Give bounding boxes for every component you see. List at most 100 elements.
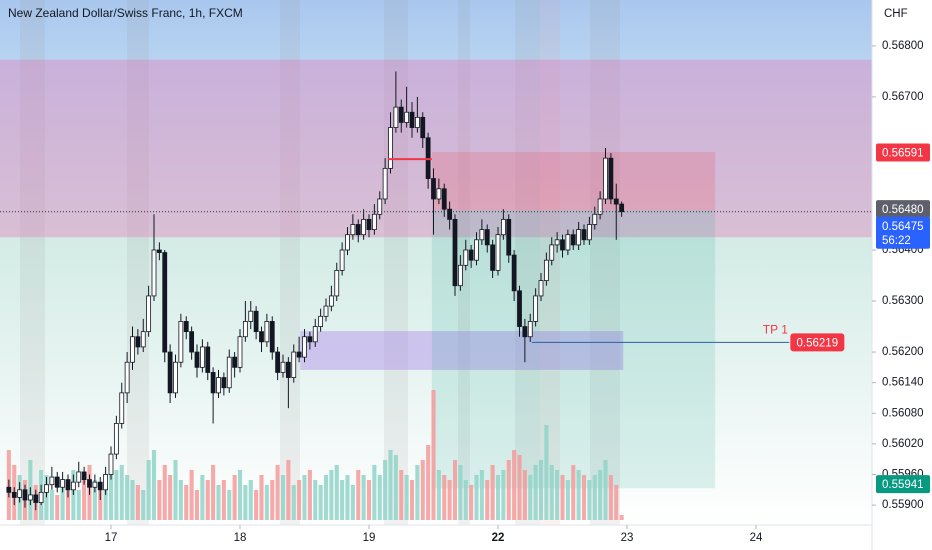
volume-bar [399, 470, 404, 520]
y-tick-label: 0.56020 [882, 438, 924, 450]
candle-body [436, 188, 442, 200]
price-label-box [876, 475, 930, 494]
volume-bar [490, 465, 495, 520]
candle-body [259, 331, 264, 343]
volume-bar [184, 485, 189, 520]
candle-body [484, 229, 490, 246]
candle-body [447, 208, 453, 220]
candle-body [377, 198, 383, 215]
volume-bar [227, 490, 232, 520]
volume-bar [512, 450, 517, 520]
candle-body [194, 351, 200, 368]
candle-body [355, 224, 361, 236]
volume-bar [146, 460, 151, 520]
volume-bar [372, 465, 377, 520]
volume-bar [426, 445, 431, 520]
candle-body [97, 481, 103, 491]
candle-body [248, 310, 254, 322]
x-tick-label: 19 [363, 532, 376, 544]
volume-bar [103, 475, 108, 520]
volume-bar [232, 475, 237, 520]
tp-value: 0.56219 [797, 337, 839, 349]
candle-body [302, 336, 307, 358]
volume-bar [356, 470, 361, 520]
volume-bar [157, 480, 162, 520]
volume-bar [598, 470, 603, 520]
candle-body [70, 481, 76, 491]
zone [431, 152, 716, 211]
volume-bar [420, 460, 425, 520]
candle-body [264, 321, 270, 343]
x-tick-label: 17 [105, 532, 118, 544]
volume-bar [307, 470, 312, 520]
candle-body [441, 188, 447, 210]
volume-bar [463, 480, 468, 520]
candle-body [124, 361, 130, 394]
volume-bar [275, 465, 280, 520]
volume-bar [92, 480, 97, 520]
candle-body [404, 111, 410, 123]
y-tick-label: 0.56140 [882, 377, 924, 389]
candle-body [350, 224, 356, 236]
volume-bar [334, 465, 339, 520]
candle-body [527, 321, 533, 338]
candle-body [517, 290, 522, 327]
zone [300, 331, 624, 370]
candle-body [586, 224, 592, 241]
candle-body [285, 361, 291, 378]
volume-bar [119, 465, 124, 520]
candle-body [328, 295, 334, 307]
x-tick-label: 18 [234, 532, 247, 544]
volume-bar [168, 475, 173, 520]
volume-bar [323, 475, 329, 520]
candle-body [334, 270, 340, 297]
candles [6, 71, 625, 511]
volume-bar [409, 480, 415, 520]
candle-body [511, 254, 517, 292]
candle-body [457, 264, 463, 287]
volume-bar [211, 465, 216, 520]
candle-body [522, 326, 528, 338]
candle-body [199, 346, 205, 368]
candle-body [366, 218, 372, 230]
candle-body [226, 356, 232, 389]
candle-body [92, 481, 98, 488]
candle-body [178, 321, 184, 363]
volume-bar [345, 475, 350, 520]
candle-body [414, 116, 420, 128]
candle-body [11, 491, 17, 498]
candle-body [87, 479, 92, 488]
candle-body [280, 361, 286, 373]
candle-body [49, 476, 55, 486]
volume-bar [254, 490, 259, 520]
volume-bar [393, 455, 398, 520]
overlays: TP 1 0.56219 [0, 158, 872, 352]
volume-bar [125, 475, 130, 520]
currency-label: CHF [884, 8, 908, 20]
candle-body [17, 489, 23, 498]
volume-bar [522, 470, 527, 520]
candle-body [506, 218, 512, 256]
volume-bar [447, 480, 452, 520]
price-label-box [876, 200, 930, 219]
candle-body [565, 234, 571, 251]
candle-body [619, 203, 625, 213]
volume-bar [571, 465, 576, 520]
volume-bar [194, 490, 200, 520]
candle-body [38, 491, 44, 503]
price-label: 0.56475 [882, 221, 924, 233]
candle-body [65, 479, 71, 491]
candle-body [76, 471, 82, 483]
price-label: 0.56480 [882, 204, 924, 216]
volume-bar [469, 485, 474, 520]
volume-bar [108, 460, 114, 520]
volume-bar [151, 450, 157, 520]
candle-body [388, 127, 393, 169]
candle-body [156, 249, 162, 253]
volume-bar [248, 480, 253, 520]
candle-body [27, 494, 33, 501]
volume-bar [286, 460, 291, 520]
volume-bar [388, 450, 393, 520]
volume-bar [297, 480, 302, 520]
